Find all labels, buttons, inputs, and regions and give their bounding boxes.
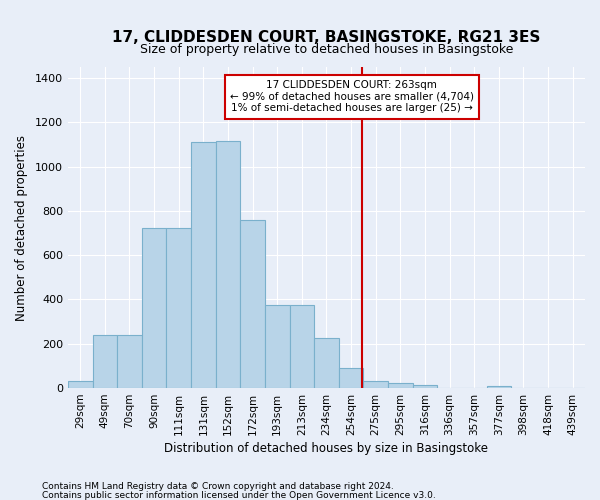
- Bar: [314, 338, 339, 388]
- Bar: [142, 228, 166, 388]
- Bar: [339, 368, 364, 388]
- Bar: [265, 305, 290, 388]
- X-axis label: Distribution of detached houses by size in Basingstoke: Distribution of detached houses by size …: [164, 442, 488, 455]
- Bar: [166, 228, 191, 388]
- Text: Size of property relative to detached houses in Basingstoke: Size of property relative to detached ho…: [140, 43, 513, 56]
- Bar: [413, 384, 437, 388]
- Bar: [215, 141, 240, 388]
- Y-axis label: Number of detached properties: Number of detached properties: [15, 134, 28, 320]
- Bar: [117, 335, 142, 388]
- Bar: [487, 386, 511, 388]
- Bar: [68, 382, 92, 388]
- Bar: [240, 220, 265, 388]
- Title: 17, CLIDDESDEN COURT, BASINGSTOKE, RG21 3ES: 17, CLIDDESDEN COURT, BASINGSTOKE, RG21 …: [112, 30, 541, 45]
- Bar: [388, 382, 413, 388]
- Bar: [290, 305, 314, 388]
- Bar: [364, 382, 388, 388]
- Bar: [92, 335, 117, 388]
- Bar: [191, 142, 215, 388]
- Text: 17 CLIDDESDEN COURT: 263sqm
← 99% of detached houses are smaller (4,704)
1% of s: 17 CLIDDESDEN COURT: 263sqm ← 99% of det…: [230, 80, 474, 114]
- Text: Contains public sector information licensed under the Open Government Licence v3: Contains public sector information licen…: [42, 490, 436, 500]
- Text: Contains HM Land Registry data © Crown copyright and database right 2024.: Contains HM Land Registry data © Crown c…: [42, 482, 394, 491]
